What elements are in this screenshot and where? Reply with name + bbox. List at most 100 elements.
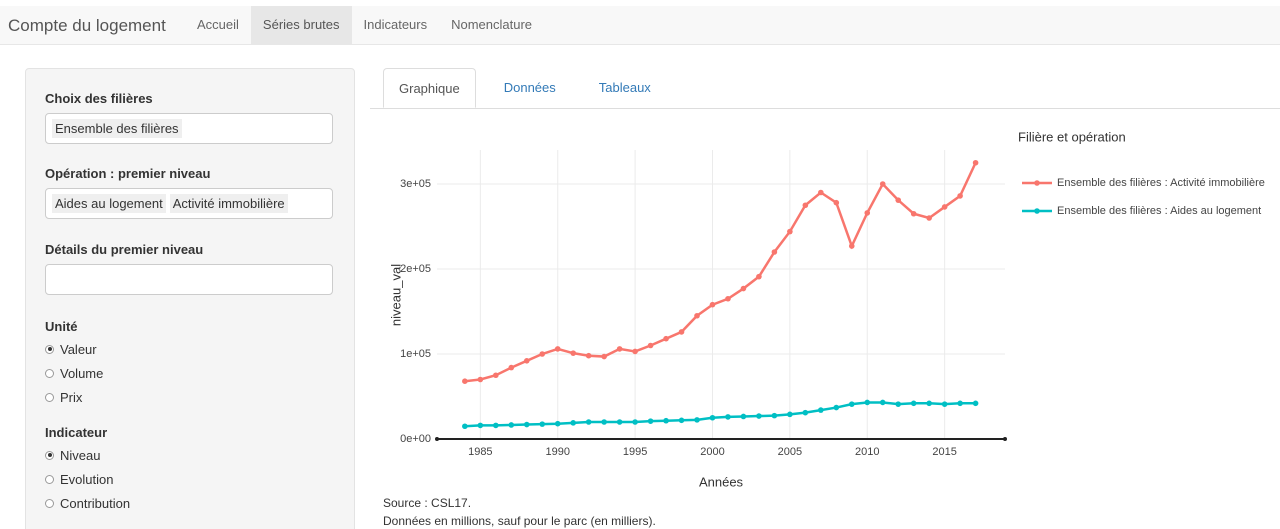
data-point [771, 249, 778, 255]
label: Opération : premier niveau [45, 166, 211, 181]
legend-title: Filière et opération [1018, 129, 1126, 144]
tab[interactable]: Graphique [383, 68, 476, 108]
data-point [616, 346, 623, 352]
radio-button[interactable] [45, 368, 54, 378]
select-input[interactable]: Aides au logement Activité immobilière [45, 188, 333, 219]
x-tick-label: 2005 [778, 446, 802, 458]
data-point [694, 312, 700, 319]
radio-option[interactable]: Contribution [45, 491, 130, 515]
nav-item[interactable]: Indicateurs [363, 17, 428, 32]
radio-button[interactable] [45, 344, 54, 354]
legend-label: Ensemble des filières : Activité immobil… [1057, 177, 1265, 189]
radio-option[interactable]: Prix [45, 385, 103, 409]
brand[interactable]: Compte du logement [8, 16, 166, 35]
data-point [477, 376, 484, 383]
x-tick-label: 2000 [700, 446, 724, 458]
data-point [740, 285, 747, 292]
nav-item[interactable]: Nomenclature [451, 17, 533, 32]
data-point [601, 353, 607, 360]
label: Choix des filières [45, 91, 153, 106]
data-point [802, 202, 809, 209]
radio-group: Valeur Volume Prix [45, 337, 103, 409]
data-point [539, 351, 546, 357]
data-point [694, 417, 700, 423]
radio-label: Contribution [60, 495, 131, 511]
radio-option[interactable]: Niveau [45, 443, 130, 467]
data-point [632, 348, 638, 355]
data-point [926, 215, 932, 221]
tabs: Graphique Données Tableaux [370, 68, 1280, 109]
data-point [663, 417, 669, 424]
sidebar: Choix des filières Ensemble des filières… [25, 68, 355, 529]
data-point [848, 401, 855, 407]
data-point [570, 420, 576, 426]
data-point [910, 210, 917, 217]
chip[interactable]: Aides au logement [52, 194, 166, 213]
radio-label: Evolution [60, 471, 114, 487]
radio-label: Niveau [60, 447, 101, 463]
data-point [462, 378, 468, 385]
legend-label: Ensemble des filières : Aides au logemen… [1057, 205, 1261, 217]
y-tick-label: 0e+00 [400, 433, 431, 445]
y-tick-label: 1e+05 [400, 348, 431, 360]
select-input[interactable] [45, 264, 333, 295]
label: Indicateur [45, 425, 108, 440]
x-axis-label: Années [699, 474, 744, 489]
data-point [570, 350, 576, 356]
data-point [709, 301, 716, 308]
nav-item[interactable]: Accueil [197, 17, 239, 32]
data-point [895, 197, 902, 203]
data-point [709, 414, 716, 421]
legend-swatch-dot [1034, 208, 1040, 214]
radio-button[interactable] [45, 474, 54, 484]
radio-button[interactable] [45, 392, 54, 402]
chip[interactable]: Activité immobilière [169, 194, 288, 213]
data-point [802, 409, 809, 416]
data-point [508, 364, 515, 371]
data-point [818, 189, 824, 196]
source-note: Source : CSL17. [383, 496, 472, 510]
data-point [833, 404, 840, 411]
data-point [910, 400, 917, 407]
series-line [464, 162, 977, 383]
radio-button[interactable] [45, 450, 54, 460]
tab[interactable]: Données [503, 80, 556, 95]
data-point [554, 420, 561, 427]
data-point [632, 419, 638, 425]
x-tick-label: 2010 [855, 446, 879, 458]
data-point [585, 419, 592, 425]
data-point [477, 422, 484, 429]
data-point [539, 421, 546, 427]
data-point [756, 273, 762, 280]
data-point [895, 401, 902, 407]
data-point [848, 243, 855, 249]
data-point [941, 204, 948, 210]
data-point [972, 400, 979, 407]
tab[interactable]: Tableaux [598, 80, 651, 95]
data-point [941, 401, 948, 407]
radio-option[interactable]: Valeur [45, 337, 103, 361]
data-point [864, 210, 871, 216]
radio-option[interactable]: Volume [45, 361, 103, 385]
navbar: Compte du logement Accueil Séries brutes I… [0, 6, 1280, 45]
data-point [787, 228, 793, 235]
select-input[interactable]: Ensemble des filières [45, 113, 333, 144]
y-tick-label: 2e+05 [400, 263, 431, 275]
radio-button[interactable] [45, 498, 54, 508]
data-point [462, 423, 468, 430]
data-point [554, 346, 561, 352]
data-point [957, 400, 963, 407]
nav-item[interactable]: Séries brutes [250, 6, 352, 44]
x-tick-label: 1990 [545, 446, 569, 458]
data-point [508, 422, 515, 428]
radio-label: Valeur [60, 341, 97, 357]
data-point [818, 407, 824, 413]
chip[interactable]: Ensemble des filières [52, 119, 182, 138]
data-point [879, 399, 886, 406]
radio-option[interactable]: Evolution [45, 467, 130, 491]
radio-label: Volume [60, 365, 104, 381]
data-point [601, 419, 607, 425]
data-point [678, 417, 685, 424]
data-point [523, 358, 530, 364]
